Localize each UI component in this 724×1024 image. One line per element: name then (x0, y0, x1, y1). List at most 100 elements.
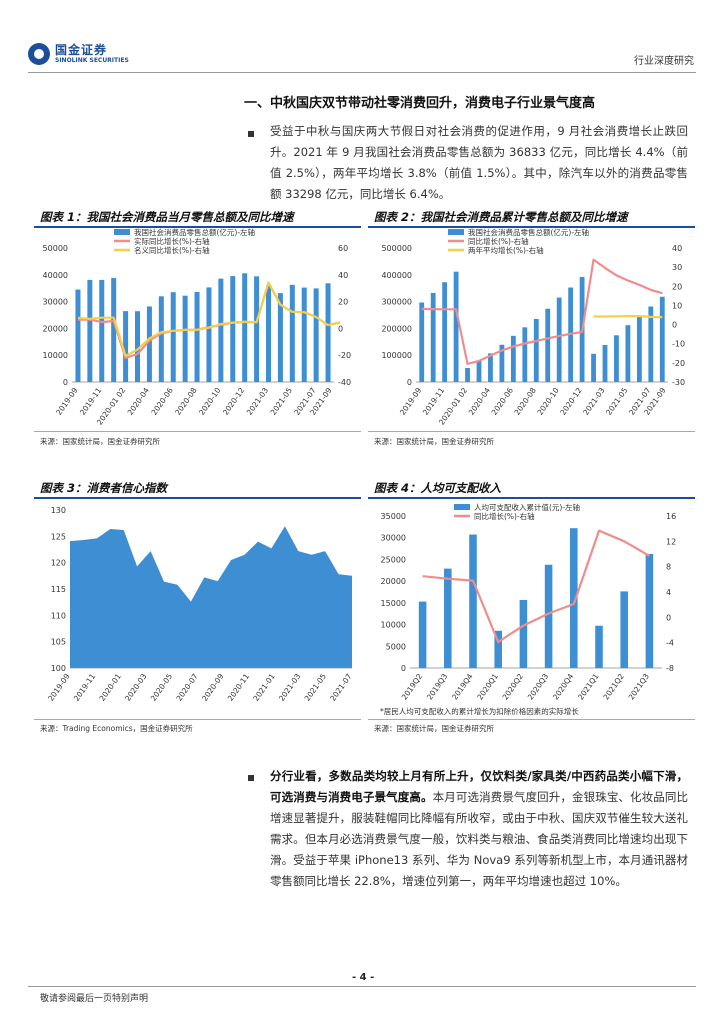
legend-label: 同比增长(%)-右轴 (468, 236, 529, 246)
y-tick-label: 0 (401, 664, 406, 673)
bar (230, 276, 236, 382)
bar (636, 315, 642, 382)
bar (265, 285, 272, 382)
bar (620, 591, 628, 668)
x-tick-label: 2019Q2 (400, 672, 425, 702)
bar (522, 327, 528, 382)
fig4-source-rule (368, 719, 695, 720)
legend-label: 我国社会消费品零售总额(亿元)-左轴 (134, 228, 255, 237)
y2-tick-label: 20 (672, 282, 682, 291)
bar (499, 344, 505, 382)
bar (134, 311, 141, 382)
x-tick-label: 2021-03 (581, 386, 606, 417)
x-tick-label: 2020-09 (200, 672, 225, 703)
bar (602, 345, 608, 382)
area-fill (70, 526, 352, 668)
bar (313, 288, 319, 382)
x-tick-label: 2021-05 (269, 386, 294, 417)
header-divider (28, 72, 696, 73)
x-tick-label: 2020-07 (174, 672, 199, 703)
y2-tick-label: 20 (338, 298, 348, 307)
x-tick-label: 2020-12 (221, 386, 246, 417)
fig3-source-rule (34, 719, 361, 720)
y-tick-label: 200000 (381, 324, 412, 333)
bar (444, 568, 452, 668)
y-tick-label: 15000 (381, 599, 406, 608)
bar (510, 335, 516, 382)
x-tick-label: 2020Q2 (501, 672, 526, 702)
fig3-title: 图表 3：消费者信心指数 (40, 481, 168, 495)
legend-label: 人均可支配收入累计值(元)-左轴 (474, 502, 580, 512)
bar (614, 335, 619, 382)
fig2-title: 图表 2：我国社会消费品累计零售总额及同比增速 (374, 210, 628, 224)
y-tick-label: 25000 (381, 555, 406, 564)
y-tick-label: 130 (51, 506, 66, 515)
bar (87, 279, 93, 382)
y2-tick-label: -30 (672, 378, 685, 387)
y2-tick-label: 16 (666, 512, 676, 521)
series-line (422, 529, 650, 644)
bar (595, 625, 603, 668)
x-tick-label: 2020-04 (467, 386, 492, 417)
y2-tick-label: -10 (672, 340, 685, 349)
y2-tick-label: 0 (672, 321, 677, 330)
bar (488, 353, 493, 382)
bar (254, 276, 260, 382)
x-tick-label: 2020-06 (150, 386, 175, 417)
bar (218, 278, 224, 382)
bar (659, 296, 665, 382)
bar (206, 287, 212, 382)
chart-2: 0 100000 200000 300000 400000 500000 -30 -20 -10… (381, 228, 685, 427)
x-tick-label: 2020Q1 (475, 672, 500, 702)
legend-label: 同比增长(%)-右轴 (474, 511, 535, 521)
y-tick-label: 0 (63, 378, 68, 387)
x-tick-label: 2019-11 (72, 672, 97, 703)
bar (242, 273, 248, 382)
bar (301, 287, 307, 382)
fig4-source: 来源：国家统计局，国金证券研究所 (374, 724, 494, 733)
y-tick-label: 10000 (43, 351, 68, 360)
y-tick-label: 125 (51, 532, 66, 541)
y-tick-label: 105 (51, 638, 66, 647)
logo-subtext: SINOLINK SECURITIES (55, 57, 129, 64)
x-tick-label: 2019-09 (398, 386, 423, 417)
bar (645, 553, 654, 668)
y-tick-label: 20000 (381, 577, 406, 586)
x-tick-label: 2021Q3 (627, 672, 652, 702)
bar (648, 306, 654, 382)
bar (519, 599, 528, 668)
x-tick-label: 2020-10 (197, 386, 222, 417)
legend-swatch (454, 504, 470, 510)
x-tick-label: 2021-07 (328, 672, 353, 703)
bar (170, 292, 176, 382)
x-tick-label: 2020-08 (173, 386, 198, 417)
legend-swatch (448, 229, 464, 235)
fig4-note: *居民人均可支配收入的累计增长为扣除价格因素的实际增长 (380, 707, 579, 716)
legend-swatch (114, 229, 130, 235)
footer-divider (28, 986, 696, 987)
y2-tick-label: 40 (338, 271, 348, 280)
y-tick-label: 500000 (381, 244, 412, 253)
y-tick-label: 5000 (386, 642, 406, 651)
y-tick-label: 30000 (43, 298, 68, 307)
y-tick-label: 20000 (43, 324, 68, 333)
bar (533, 318, 539, 382)
chart-1: 0 10000 20000 30000 40000 50000 -40 -20 0 20 40 60 2… (43, 228, 352, 427)
y2-tick-label: 10 (672, 301, 682, 310)
bar (289, 284, 295, 382)
y-tick-label: 110 (51, 611, 66, 620)
bar (570, 528, 578, 668)
section-title: 一、中秋国庆双节带动社零消费回升，消费电子行业景气度高 (244, 96, 596, 111)
bar (442, 282, 448, 382)
y2-tick-label: 4 (666, 588, 671, 597)
x-tick-label: 2019Q3 (425, 672, 450, 702)
bar (111, 278, 117, 382)
x-tick-label: 2021Q2 (601, 672, 626, 702)
y2-tick-label: 60 (338, 244, 348, 253)
y-tick-label: 400000 (381, 271, 412, 280)
bar (625, 325, 631, 382)
fig2-title-rule (368, 226, 695, 228)
y2-tick-label: -4 (666, 639, 674, 648)
y2-tick-label: 30 (672, 263, 682, 272)
